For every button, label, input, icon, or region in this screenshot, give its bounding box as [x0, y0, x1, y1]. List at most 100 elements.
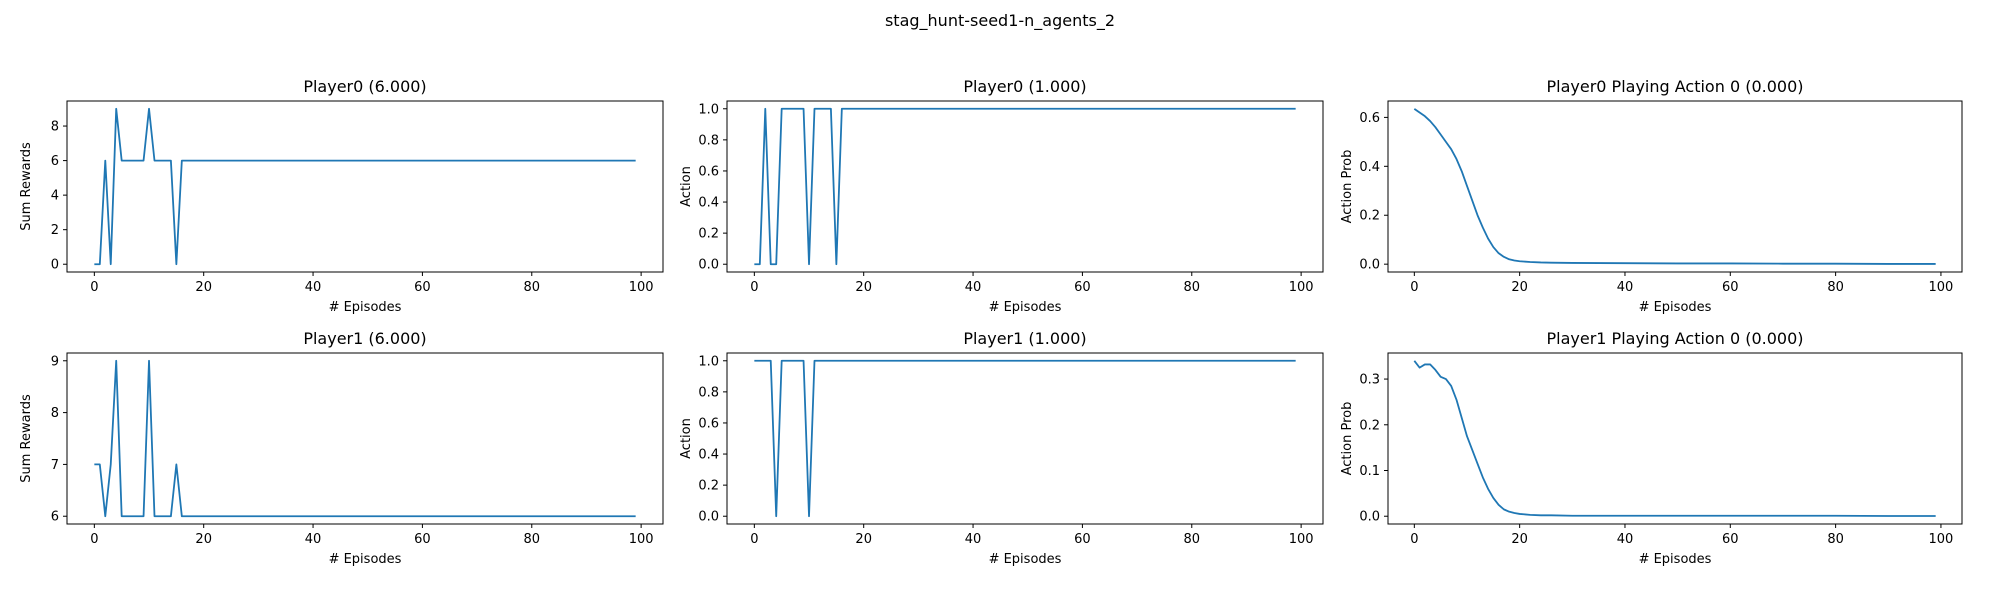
x-tick-label: 100: [1289, 532, 1314, 547]
axes-frame: [1387, 352, 1963, 525]
x-tick-label: 60: [414, 532, 431, 547]
x-tick-label: 80: [1827, 532, 1844, 547]
y-tick-label: 8: [51, 120, 59, 135]
x-tick-label: 20: [1511, 532, 1528, 547]
y-axis-label: Sum Rewards: [19, 142, 34, 231]
x-tick-label: 80: [1827, 280, 1844, 295]
series-line: [1413, 360, 1936, 517]
y-axis-label: Action: [679, 166, 694, 207]
x-tick-label: 40: [965, 532, 982, 547]
y-tick-label: 1.0: [698, 354, 719, 369]
y-tick-label: 0.8: [698, 133, 719, 148]
y-tick-label: 0.6: [698, 164, 719, 179]
y-tick-label: 0.4: [698, 196, 719, 211]
y-tick-label: 1.0: [698, 102, 719, 117]
x-tick-label: 60: [1722, 280, 1739, 295]
x-tick-label: 60: [1722, 532, 1739, 547]
subplot-title: Player1 (6.000): [303, 329, 426, 348]
x-axis-label: # Episodes: [1639, 300, 1712, 315]
y-axis-label: Sum Rewards: [19, 394, 34, 483]
x-tick-label: 100: [1929, 532, 1954, 547]
y-tick-label: 0.4: [698, 448, 719, 463]
series-line: [1413, 108, 1936, 265]
x-tick-label: 20: [195, 532, 212, 547]
y-tick-label: 0.3: [1359, 373, 1380, 388]
y-tick-label: 0.0: [1359, 510, 1380, 525]
y-tick-label: 0.6: [698, 416, 719, 431]
y-axis-label: Action Prob: [1340, 150, 1355, 224]
x-tick-label: 80: [523, 280, 540, 295]
subplot-title: Player0 (1.000): [963, 77, 1086, 96]
x-tick-label: 80: [1183, 532, 1200, 547]
x-tick-label: 60: [414, 280, 431, 295]
x-tick-label: 20: [855, 532, 872, 547]
x-tick-label: 100: [629, 532, 654, 547]
y-tick-label: 0.2: [698, 479, 719, 494]
subplot-2: Player0 Playing Action 0 (0.000) 0 20 40 60 8…: [1340, 77, 1963, 315]
x-tick-label: 40: [965, 280, 982, 295]
x-tick-label: 0: [90, 532, 98, 547]
x-tick-label: 40: [1617, 532, 1634, 547]
subplot-title: Player1 (1.000): [963, 329, 1086, 348]
y-tick-label: 9: [51, 354, 59, 369]
subplot-title: Player0 Playing Action 0 (0.000): [1547, 77, 1804, 96]
x-tick-label: 60: [1074, 532, 1091, 547]
axes-frame: [66, 352, 664, 525]
x-axis-label: # Episodes: [1639, 552, 1712, 567]
figure-suptitle: stag_hunt-seed1-n_agents_2: [885, 11, 1115, 31]
x-tick-label: 20: [195, 280, 212, 295]
x-tick-label: 80: [523, 532, 540, 547]
x-tick-label: 0: [750, 532, 758, 547]
series-line: [94, 359, 636, 518]
x-tick-label: 60: [1074, 280, 1091, 295]
subplot-5: Player1 Playing Action 0 (0.000) 0 20 40 60 8…: [1340, 329, 1963, 567]
x-tick-label: 40: [1617, 280, 1634, 295]
x-tick-label: 100: [629, 280, 654, 295]
x-axis-label: # Episodes: [989, 300, 1062, 315]
y-axis-label: Action: [679, 418, 694, 459]
y-tick-label: 0.0: [698, 258, 719, 273]
x-tick-label: 80: [1183, 280, 1200, 295]
x-tick-label: 20: [1511, 280, 1528, 295]
y-tick-label: 6: [51, 510, 59, 525]
series-line: [94, 107, 636, 266]
subplot-3: Player1 (6.000) 0 20 40 60 80 100 6 7 8 9 # Episode…: [19, 329, 664, 567]
y-tick-label: 0: [51, 258, 59, 273]
axes-frame: [1387, 100, 1963, 273]
x-tick-label: 0: [90, 280, 98, 295]
subplot-title: Player0 (6.000): [303, 77, 426, 96]
axes-frame: [726, 352, 1324, 525]
series-line: [754, 107, 1296, 266]
y-tick-label: 7: [51, 458, 59, 473]
subplot-1: Player0 (1.000) 0 20 40 60 80 100 0.0 0.2 0.4 0.6 0…: [679, 77, 1324, 315]
y-tick-label: 0.2: [1359, 418, 1380, 433]
y-axis-label: Action Prob: [1340, 402, 1355, 476]
y-tick-label: 0.6: [1359, 111, 1380, 126]
y-tick-label: 0.0: [1359, 258, 1380, 273]
y-tick-label: 0.2: [698, 227, 719, 242]
y-tick-label: 8: [51, 406, 59, 421]
axes-frame: [66, 100, 664, 273]
y-tick-label: 0.1: [1359, 464, 1380, 479]
y-tick-label: 0.2: [1359, 209, 1380, 224]
y-tick-label: 4: [51, 189, 59, 204]
x-axis-label: # Episodes: [329, 552, 402, 567]
subplot-4: Player1 (1.000) 0 20 40 60 80 100 0.0 0.2 0.4 0.6 0…: [679, 329, 1324, 567]
x-tick-label: 20: [855, 280, 872, 295]
series-line: [754, 359, 1296, 518]
x-tick-label: 0: [1410, 280, 1418, 295]
y-tick-label: 2: [51, 223, 59, 238]
y-tick-label: 0.8: [698, 385, 719, 400]
y-tick-label: 0.4: [1359, 160, 1380, 175]
axes-frame: [726, 100, 1324, 273]
subplot-title: Player1 Playing Action 0 (0.000): [1547, 329, 1804, 348]
subplot-0: Player0 (6.000) 0 20 40 60 80 100 0 2 4 6 8 # Episod…: [19, 77, 664, 315]
x-tick-label: 0: [750, 280, 758, 295]
y-tick-label: 6: [51, 154, 59, 169]
x-tick-label: 0: [1410, 532, 1418, 547]
x-axis-label: # Episodes: [329, 300, 402, 315]
x-axis-label: # Episodes: [989, 552, 1062, 567]
x-tick-label: 40: [305, 280, 322, 295]
